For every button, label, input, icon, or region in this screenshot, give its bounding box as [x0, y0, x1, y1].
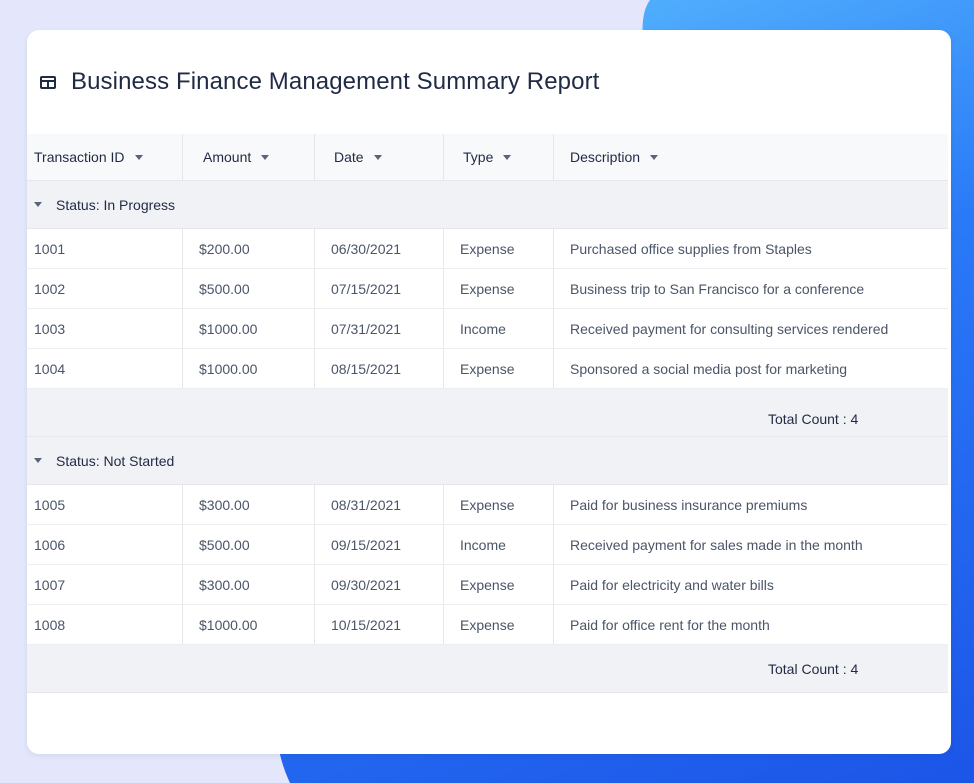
cell-date: 08/15/2021 — [315, 349, 444, 388]
grid-header-row: Transaction ID Amount Date Type Descript… — [27, 134, 948, 181]
table-row[interactable]: 1005 $300.00 08/31/2021 Expense Paid for… — [27, 485, 948, 525]
cell-description: Received payment for sales made in the m… — [570, 536, 863, 553]
cell-transaction-id: 1001 — [27, 229, 183, 268]
collapse-caret-icon[interactable] — [34, 202, 42, 207]
cell-amount: $300.00 — [183, 485, 315, 524]
table-row[interactable]: 1004 $1000.00 08/15/2021 Expense Sponsor… — [27, 349, 948, 389]
column-header-amount[interactable]: Amount — [183, 134, 315, 180]
cell-amount: $500.00 — [183, 269, 315, 308]
cell-date: 10/15/2021 — [315, 605, 444, 644]
sort-caret-icon[interactable] — [261, 154, 270, 160]
page-title: Business Finance Management Summary Repo… — [71, 68, 600, 95]
cell-description: Business trip to San Francisco for a con… — [570, 280, 865, 297]
table-row[interactable]: 1007 $300.00 09/30/2021 Expense Paid for… — [27, 565, 948, 605]
cell-date: 08/31/2021 — [315, 485, 444, 524]
cell-amount: $200.00 — [183, 229, 315, 268]
cell-type: Expense — [444, 349, 554, 388]
table-row[interactable]: 1001 $200.00 06/30/2021 Expense Purchase… — [27, 229, 948, 269]
cell-type: Income — [444, 309, 554, 348]
cell-transaction-id: 1007 — [27, 565, 183, 604]
group-header-not-started[interactable]: Status: Not Started — [27, 437, 948, 485]
report-card: Business Finance Management Summary Repo… — [27, 30, 951, 754]
cell-date: 09/30/2021 — [315, 565, 444, 604]
cell-type: Income — [444, 525, 554, 564]
cell-description: Paid for electricity and water bills — [570, 576, 774, 593]
table-row[interactable]: 1006 $500.00 09/15/2021 Income Received … — [27, 525, 948, 565]
cell-date: 06/30/2021 — [315, 229, 444, 268]
cell-transaction-id: 1006 — [27, 525, 183, 564]
cell-description: Sponsored a social media post for market… — [570, 360, 848, 377]
cell-amount: $300.00 — [183, 565, 315, 604]
cell-amount: $1000.00 — [183, 349, 315, 388]
table-row[interactable]: 1003 $1000.00 07/31/2021 Income Received… — [27, 309, 948, 349]
table-row[interactable]: 1002 $500.00 07/15/2021 Expense Business… — [27, 269, 948, 309]
group-header-in-progress[interactable]: Status: In Progress — [27, 181, 948, 229]
cell-type: Expense — [444, 485, 554, 524]
group-summary-row: Total Count : 4 — [27, 645, 948, 693]
cell-date: 09/15/2021 — [315, 525, 444, 564]
cell-transaction-id: 1002 — [27, 269, 183, 308]
cell-type: Expense — [444, 269, 554, 308]
cell-date: 07/15/2021 — [315, 269, 444, 308]
cell-type: Expense — [444, 605, 554, 644]
group-summary-row: Total Count : 4 — [27, 389, 948, 437]
column-header-description[interactable]: Description — [554, 134, 948, 180]
cell-description: Paid for office rent for the month — [570, 616, 770, 633]
cell-description: Paid for business insurance premiums — [570, 496, 808, 513]
sort-caret-icon[interactable] — [134, 154, 143, 160]
column-header-transaction-id[interactable]: Transaction ID — [27, 134, 183, 180]
cell-transaction-id: 1005 — [27, 485, 183, 524]
column-header-type[interactable]: Type — [444, 134, 554, 180]
cell-amount: $500.00 — [183, 525, 315, 564]
sort-caret-icon[interactable] — [503, 154, 512, 160]
cell-transaction-id: 1008 — [27, 605, 183, 644]
column-header-date[interactable]: Date — [315, 134, 444, 180]
cell-type: Expense — [444, 565, 554, 604]
sort-caret-icon[interactable] — [650, 154, 659, 160]
table-row[interactable]: 1008 $1000.00 10/15/2021 Expense Paid fo… — [27, 605, 948, 645]
data-grid: Transaction ID Amount Date Type Descript… — [27, 134, 951, 693]
cell-description: Purchased office supplies from Staples — [570, 240, 812, 257]
sort-caret-icon[interactable] — [373, 154, 382, 160]
total-count: Total Count : 4 — [768, 661, 859, 677]
cell-transaction-id: 1003 — [27, 309, 183, 348]
cell-transaction-id: 1004 — [27, 349, 183, 388]
table-icon — [40, 75, 56, 89]
collapse-caret-icon[interactable] — [34, 458, 42, 463]
cell-description: Received payment for consulting services… — [570, 320, 889, 337]
cell-type: Expense — [444, 229, 554, 268]
total-count: Total Count : 4 — [768, 411, 859, 427]
cell-date: 07/31/2021 — [315, 309, 444, 348]
cell-amount: $1000.00 — [183, 309, 315, 348]
cell-amount: $1000.00 — [183, 605, 315, 644]
report-header: Business Finance Management Summary Repo… — [27, 30, 951, 134]
